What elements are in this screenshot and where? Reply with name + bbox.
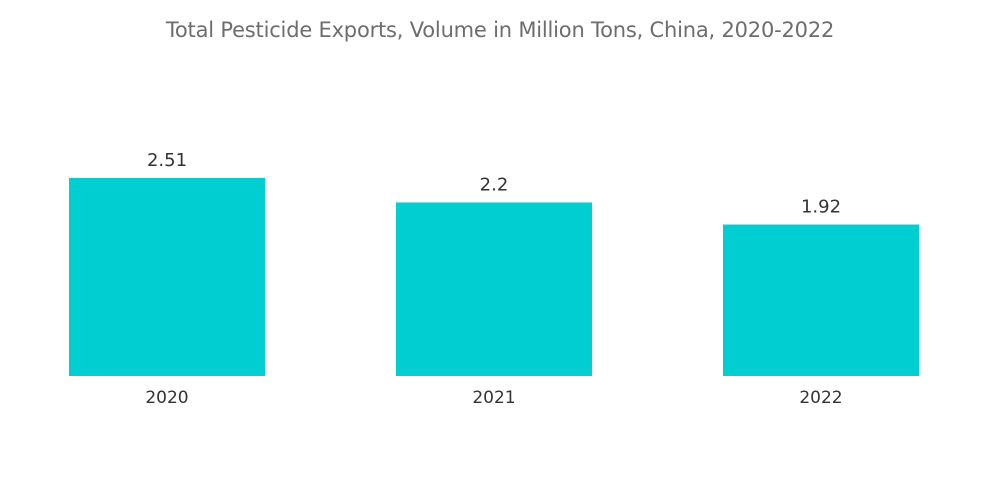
category-label-2022: 2022 (799, 388, 842, 408)
value-label-2022: 1.92 (801, 197, 841, 218)
bar-2021 (396, 202, 592, 376)
bar-2022 (723, 224, 919, 376)
chart-title: Total Pesticide Exports, Volume in Milli… (165, 18, 835, 42)
bar-2020 (69, 178, 265, 376)
value-label-2021: 2.2 (480, 174, 509, 195)
category-label-2020: 2020 (145, 388, 188, 408)
category-label-2021: 2021 (472, 388, 515, 408)
value-label-2020: 2.51 (147, 150, 187, 171)
